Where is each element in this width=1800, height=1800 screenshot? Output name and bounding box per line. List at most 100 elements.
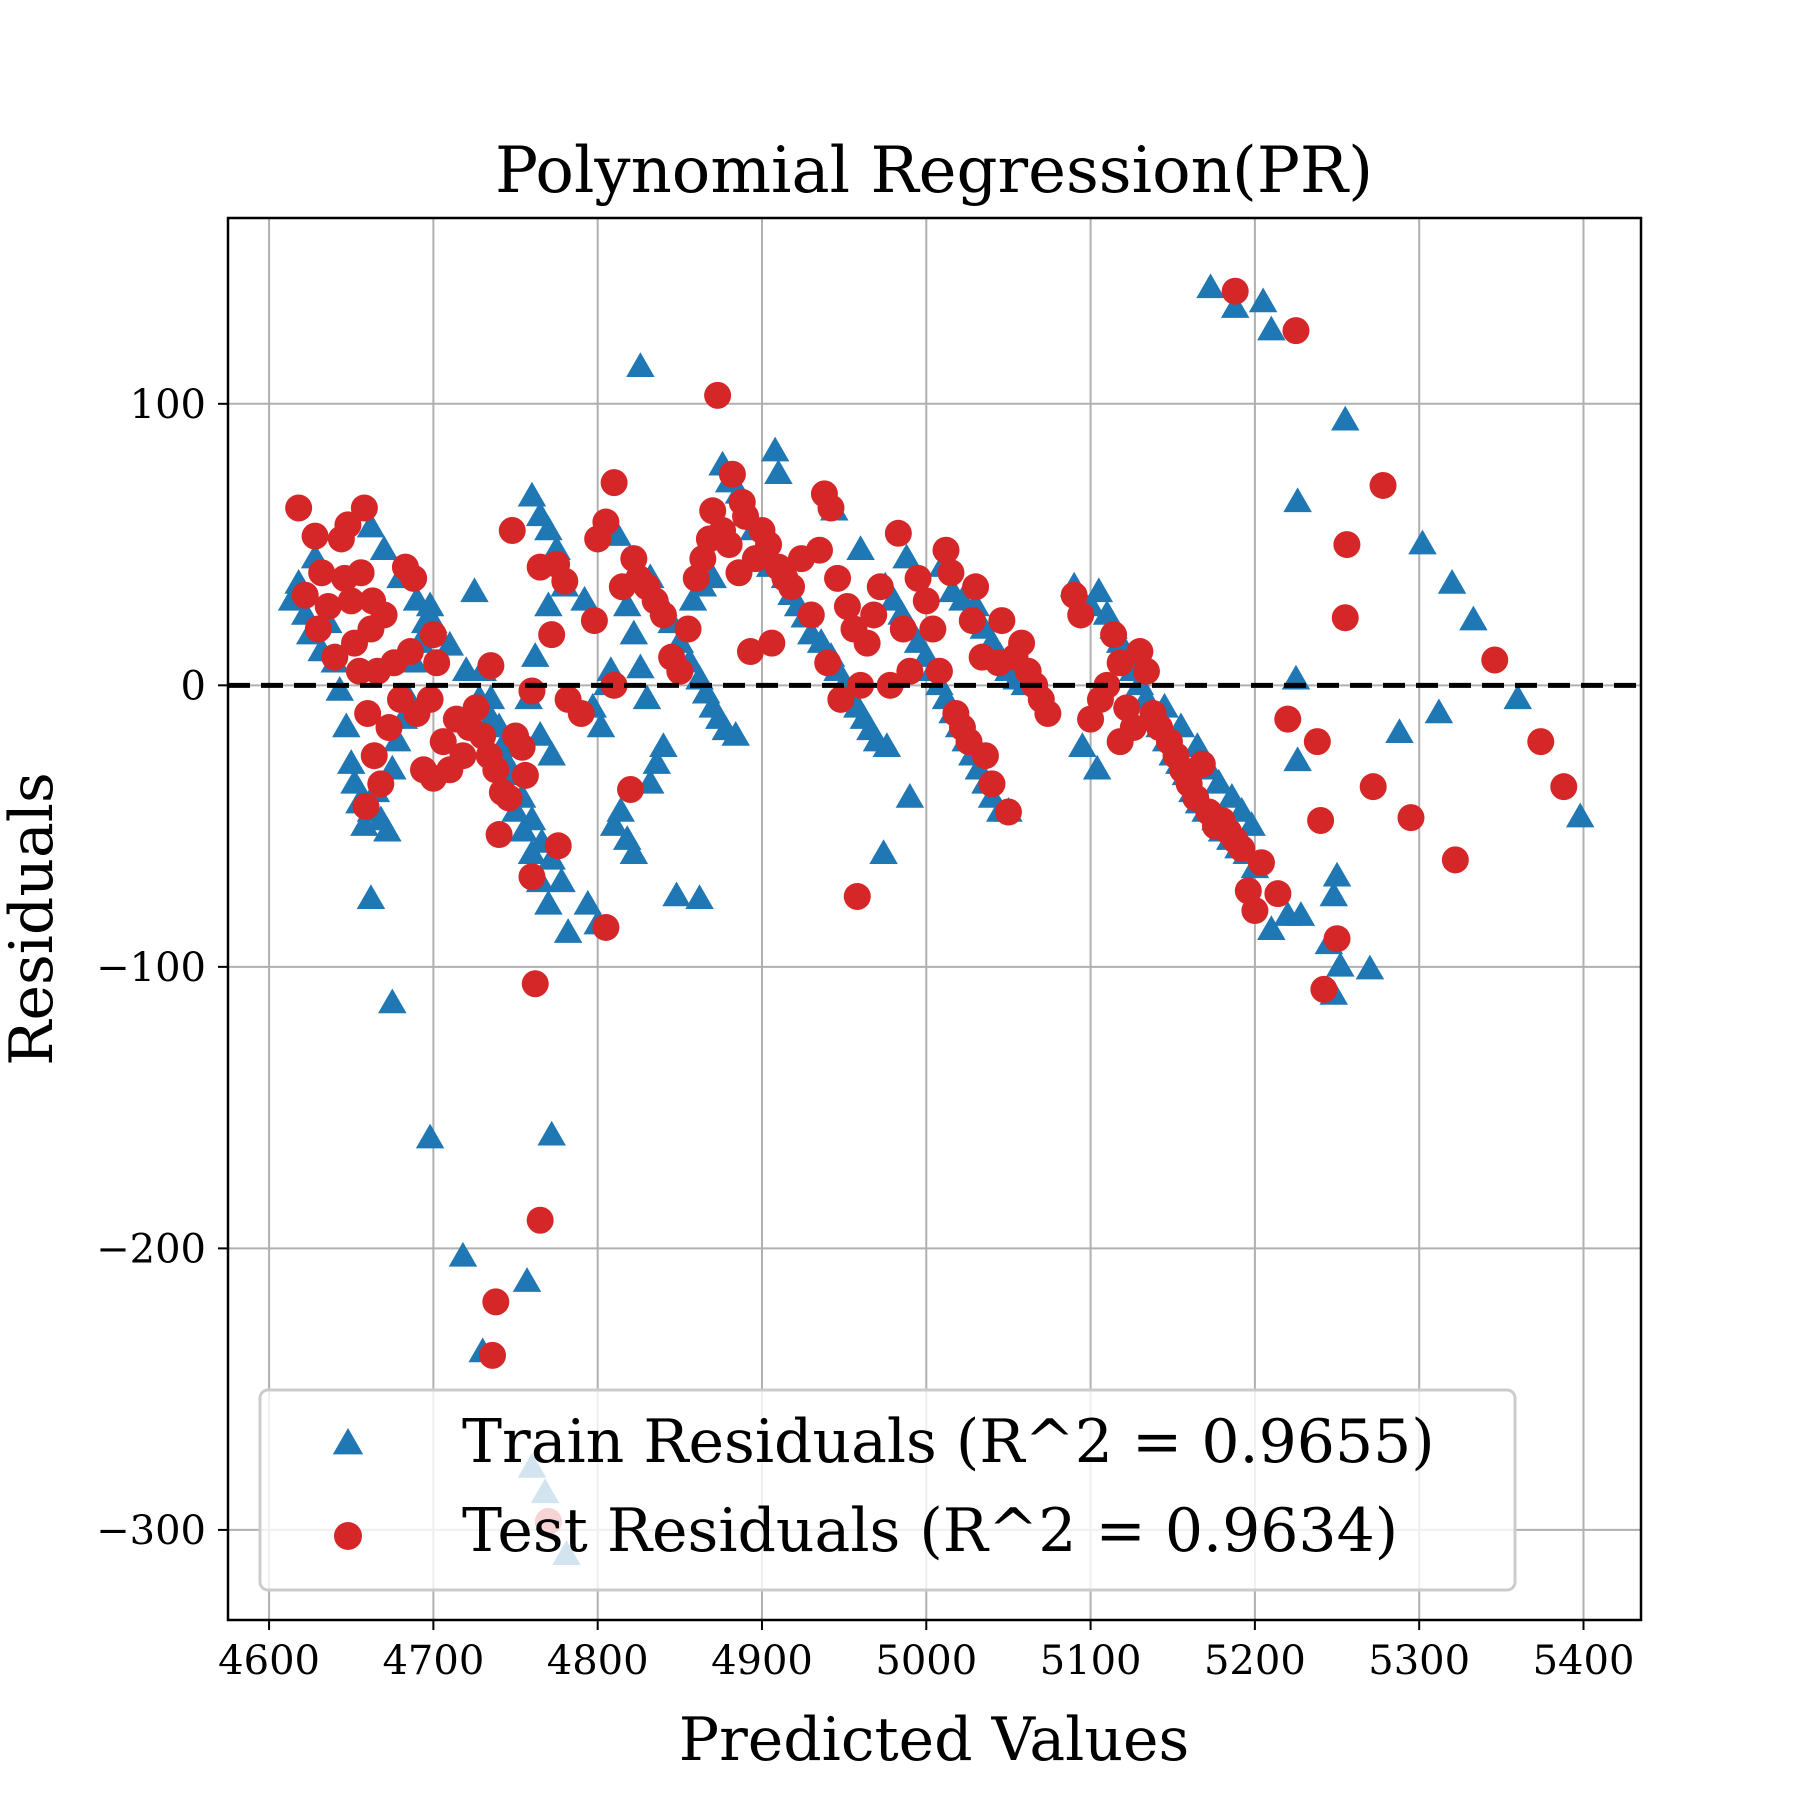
test-residual-point	[518, 863, 546, 891]
train-residual-point	[373, 816, 402, 842]
train-residual-point	[1326, 951, 1355, 977]
test-residual-point	[853, 629, 881, 657]
test-residual-point	[462, 694, 490, 722]
train-residual-point	[632, 684, 662, 710]
test-residual-point	[1274, 705, 1302, 733]
test-residual-point	[666, 657, 694, 685]
train-residual-point	[1283, 487, 1312, 513]
train-residual-point	[1183, 732, 1212, 758]
y-tick-label: −100	[96, 945, 206, 991]
train-residual-point	[1408, 529, 1437, 555]
train-residual-point	[1204, 768, 1233, 794]
train-residual-point	[1217, 782, 1247, 808]
test-residual-point	[715, 531, 743, 559]
train-residual-point	[340, 768, 369, 794]
train-residual-point	[356, 884, 386, 910]
test-residual-point	[994, 798, 1022, 826]
test-residual-point	[449, 742, 477, 770]
test-residual-point	[978, 770, 1006, 798]
test-residual-point	[479, 1341, 507, 1369]
test-residual-point	[511, 761, 539, 789]
test-residual-point	[1369, 471, 1397, 499]
test-residual-point	[1481, 646, 1509, 674]
train-residual-point	[415, 1123, 445, 1149]
test-residual-point	[334, 511, 362, 539]
train-residual-point	[1437, 568, 1467, 594]
test-residual-point	[350, 494, 378, 522]
test-residual-point	[1323, 925, 1351, 953]
train-residual-point	[1196, 273, 1225, 299]
test-residual-point	[1132, 657, 1160, 685]
test-residual-point	[805, 536, 833, 564]
train-residual-point	[895, 782, 925, 808]
y-axis-label: Residuals	[0, 772, 67, 1065]
legend-test-label: Test Residuals (R^2 = 0.9634)	[462, 1496, 1398, 1566]
train-residual-point	[806, 628, 836, 653]
test-residual-point	[833, 593, 861, 621]
test-residual-point	[1241, 897, 1269, 925]
train-residual-point	[1503, 684, 1533, 710]
train-residual-point	[435, 630, 465, 656]
test-residual-point	[1331, 604, 1359, 632]
test-residual-point	[1441, 846, 1469, 874]
train-residual-point	[332, 712, 361, 738]
train-residual-point	[534, 591, 563, 617]
train-residual-point	[619, 839, 649, 864]
test-residual-point	[778, 573, 806, 601]
test-residual-point	[1106, 728, 1134, 756]
test-residual-point	[600, 469, 628, 497]
test-residual-point	[1067, 601, 1095, 629]
legend-train-label: Train Residuals (R^2 = 0.9655)	[462, 1407, 1435, 1477]
train-residual-point	[685, 884, 714, 910]
test-residual-point	[1106, 649, 1134, 677]
test-residual-point	[429, 728, 457, 756]
train-residual-point	[356, 512, 386, 538]
test-residual-point	[866, 573, 894, 601]
test-residual-point	[1307, 806, 1335, 834]
test-residual-point	[1100, 621, 1128, 649]
test-residual-point	[1333, 531, 1361, 559]
test-residual-point	[988, 607, 1016, 635]
test-residual-point	[482, 756, 510, 784]
test-residual-point	[308, 559, 336, 587]
test-residual-point	[1550, 773, 1578, 801]
test-residual-point	[285, 494, 313, 522]
test-residual-point	[592, 508, 620, 536]
test-residual-point	[360, 742, 388, 770]
train-residual-point	[1385, 718, 1414, 743]
train-residual-point	[626, 653, 655, 679]
test-residual-point	[1397, 804, 1425, 832]
test-residual-point	[937, 559, 965, 587]
test-residual-point	[824, 564, 852, 592]
test-residual-point	[912, 587, 940, 615]
test-residual-point	[1264, 880, 1292, 908]
train-residual-point	[586, 712, 616, 738]
test-residual-point	[419, 764, 447, 792]
test-residual-point	[359, 587, 387, 615]
train-residual-point	[626, 352, 655, 377]
data-points	[277, 273, 1595, 1565]
test-residual-point	[580, 607, 608, 635]
train-residual-point	[892, 543, 921, 569]
train-residual-point	[570, 585, 599, 611]
test-residual-point	[1310, 975, 1338, 1003]
train-residual-point	[509, 816, 538, 842]
train-residual-point	[1331, 405, 1360, 431]
train-residual-point	[369, 535, 399, 560]
test-residual-point	[544, 832, 572, 860]
train-residual-point	[1565, 802, 1595, 828]
train-residual-point	[1322, 861, 1352, 887]
test-residual-point	[521, 970, 549, 998]
test-residual-point	[538, 621, 566, 649]
test-residual-point	[1247, 849, 1275, 877]
test-residual-point	[1303, 728, 1331, 756]
train-residual-point	[1082, 754, 1112, 780]
test-residual-point	[301, 522, 329, 550]
test-residual-point	[814, 649, 842, 677]
train-residual-point	[1227, 797, 1256, 822]
test-residual-point	[477, 652, 505, 680]
train-residual-point	[1319, 881, 1349, 907]
train-residual-point	[325, 675, 354, 701]
test-residual-point	[932, 536, 960, 564]
train-residual-point	[1257, 315, 1286, 341]
